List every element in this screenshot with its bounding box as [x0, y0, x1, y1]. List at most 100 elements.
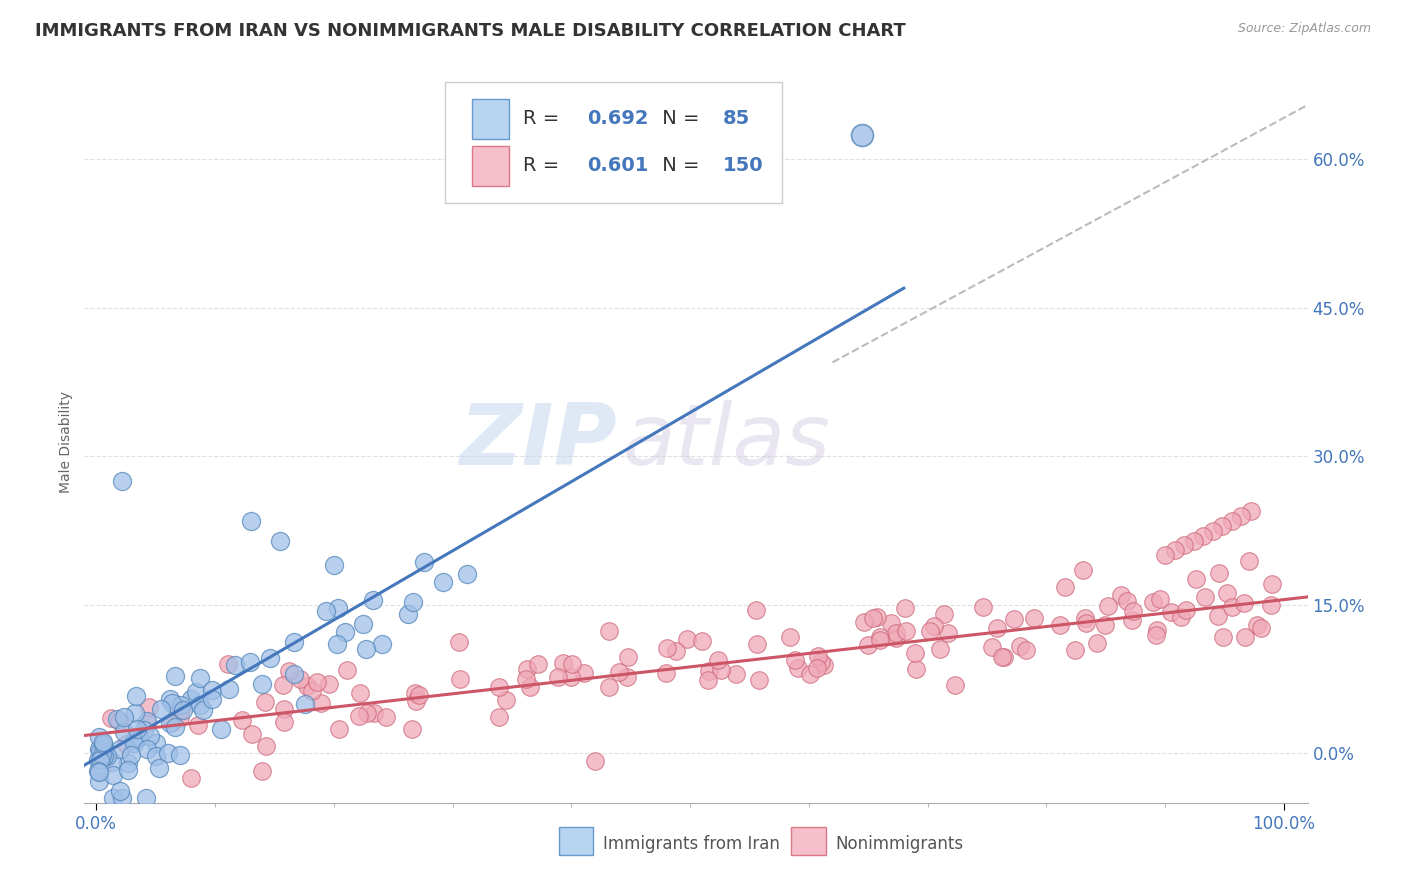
Point	[96, 749, 118, 764]
Y-axis label: Male Disability: Male Disability	[59, 391, 73, 492]
Point	[1094, 617, 1116, 632]
Point	[862, 611, 884, 625]
Point	[869, 632, 891, 647]
Point	[187, 718, 209, 732]
Point	[117, 763, 139, 777]
Point	[122, 736, 145, 750]
Point	[1054, 580, 1077, 594]
Point	[89, 765, 111, 780]
Point	[165, 719, 187, 733]
Point	[89, 743, 111, 757]
Point	[111, 474, 134, 488]
Point	[180, 771, 202, 785]
Point	[361, 592, 384, 607]
Point	[170, 703, 193, 717]
Point	[456, 566, 478, 581]
Point	[91, 735, 114, 749]
Point	[252, 764, 274, 778]
Point	[1212, 630, 1234, 644]
Point	[108, 783, 131, 797]
Point	[218, 681, 240, 696]
Point	[184, 684, 207, 698]
Point	[690, 634, 713, 648]
Point	[1192, 528, 1215, 542]
Point	[1182, 533, 1205, 548]
Point	[305, 674, 328, 689]
Point	[1097, 599, 1119, 613]
Point	[547, 670, 569, 684]
Point	[725, 667, 748, 681]
Point	[799, 666, 821, 681]
Point	[93, 749, 115, 764]
Point	[934, 607, 956, 621]
Point	[111, 790, 134, 805]
Point	[160, 696, 183, 710]
Point	[254, 739, 277, 753]
Point	[224, 657, 246, 672]
Point	[374, 709, 396, 723]
Point	[188, 698, 211, 712]
Point	[136, 715, 159, 730]
Point	[896, 624, 918, 638]
Point	[318, 677, 340, 691]
Point	[527, 657, 550, 672]
Point	[707, 652, 730, 666]
Point	[616, 650, 638, 665]
Point	[561, 657, 583, 671]
Point	[1022, 610, 1045, 624]
Point	[1049, 617, 1071, 632]
Point	[779, 630, 801, 644]
Point	[115, 737, 138, 751]
Point	[810, 656, 832, 670]
Point	[112, 724, 135, 739]
Text: IMMIGRANTS FROM IRAN VS NONIMMIGRANTS MALE DISABILITY CORRELATION CHART: IMMIGRANTS FROM IRAN VS NONIMMIGRANTS MA…	[35, 22, 905, 40]
Point	[413, 555, 436, 569]
Point	[851, 128, 873, 142]
Point	[1008, 639, 1031, 653]
Point	[655, 640, 678, 655]
Point	[495, 693, 517, 707]
Point	[108, 714, 131, 728]
Point	[516, 662, 538, 676]
Point	[89, 730, 111, 744]
Point	[972, 600, 994, 615]
Point	[87, 753, 110, 767]
Point	[349, 686, 371, 700]
Point	[297, 679, 319, 693]
Point	[993, 650, 1015, 665]
Point	[172, 703, 194, 717]
Point	[136, 742, 159, 756]
Point	[139, 729, 162, 743]
Point	[149, 702, 172, 716]
Text: R =: R =	[523, 156, 567, 176]
Point	[1146, 624, 1168, 638]
Point	[1206, 609, 1229, 624]
Point	[101, 767, 124, 781]
Point	[583, 754, 606, 768]
Point	[918, 624, 941, 638]
Point	[136, 714, 159, 728]
Point	[277, 665, 299, 679]
Point	[273, 702, 295, 716]
Point	[159, 715, 181, 730]
Point	[1071, 563, 1094, 577]
Point	[1014, 643, 1036, 657]
Point	[1230, 508, 1253, 523]
Point	[553, 656, 575, 670]
Point	[100, 710, 122, 724]
Point	[1220, 514, 1243, 528]
Point	[125, 732, 148, 747]
Point	[449, 672, 471, 686]
Point	[884, 631, 907, 645]
Point	[128, 731, 150, 745]
Point	[91, 748, 114, 763]
Point	[169, 747, 191, 762]
Point	[101, 790, 124, 805]
Point	[91, 737, 114, 751]
Point	[1173, 539, 1195, 553]
Point	[239, 655, 262, 669]
Text: 150: 150	[723, 156, 763, 176]
Point	[127, 722, 149, 736]
Point	[273, 714, 295, 729]
Point	[269, 533, 291, 548]
